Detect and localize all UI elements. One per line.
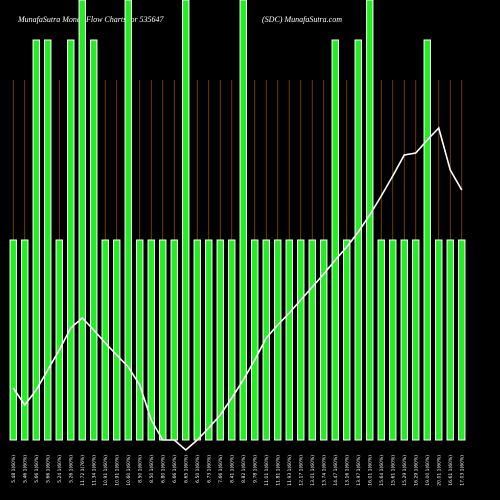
x-tick-label: 11.01 1(60%) xyxy=(264,455,270,486)
x-tick-label: 6.50 1(60%) xyxy=(195,455,201,483)
bar xyxy=(21,239,29,441)
bar xyxy=(216,239,224,441)
bar xyxy=(366,0,374,441)
x-tick-label: 6.73 1(60%) xyxy=(206,455,212,483)
x-tick-label: 6.66 1(60%) xyxy=(172,455,178,483)
bar xyxy=(90,39,98,441)
x-tick-label: 15.29 1(60%) xyxy=(402,455,408,486)
bar xyxy=(285,239,293,441)
bar xyxy=(446,239,454,441)
bar xyxy=(320,239,328,441)
bar xyxy=(297,239,305,441)
x-tick-label: 14.47 1(60%) xyxy=(333,455,339,486)
x-tick-label: 16.29 1(60%) xyxy=(413,455,419,486)
x-tick-label: 13.97 1(60%) xyxy=(356,455,362,486)
bar xyxy=(228,239,236,441)
x-tick-label: 13.01 1(60%) xyxy=(310,455,316,486)
x-tick-label: 5.66 1(60%) xyxy=(45,455,51,483)
x-tick-label: 10.60 1(60%) xyxy=(126,455,132,486)
bar xyxy=(67,39,75,441)
x-tick-label: 12.17 1(60%) xyxy=(298,455,304,486)
bar xyxy=(389,239,397,441)
x-tick-label: 17.03 1(60%) xyxy=(459,455,465,486)
bar xyxy=(113,239,121,441)
x-tick-label: 6.65 1(60%) xyxy=(183,455,189,483)
x-tick-label: 9.78 1(60%) xyxy=(252,455,258,483)
x-tick-label: 11.72 1(76%) xyxy=(80,455,86,486)
bar xyxy=(458,239,466,441)
x-tick-label: 13.16 1(60%) xyxy=(344,455,350,486)
bar xyxy=(147,239,155,441)
bar xyxy=(205,239,213,441)
price-line xyxy=(12,126,463,452)
bar xyxy=(55,239,63,441)
bar xyxy=(44,39,52,441)
x-tick-label: 8.82 1(60%) xyxy=(241,455,247,483)
bar xyxy=(412,239,420,441)
x-tick-label: 8.50 1(60%) xyxy=(149,455,155,483)
x-tick-label: 11.34 1(60%) xyxy=(91,455,97,486)
bar xyxy=(262,239,270,441)
x-tick-label: 6.80 1(60%) xyxy=(160,455,166,483)
x-tick-label: 11.81 1(60%) xyxy=(275,455,281,486)
x-tick-label: 10.91 1(60%) xyxy=(103,455,109,486)
bar xyxy=(136,239,144,441)
bar xyxy=(124,0,132,441)
chart-title: MunafaSutra Money Flow Charts for 535647 xyxy=(17,15,165,24)
x-tick-label: 10.91 1(60%) xyxy=(114,455,120,486)
x-tick-label: 13.74 1(60%) xyxy=(321,455,327,486)
bar xyxy=(159,239,167,441)
bar xyxy=(193,239,201,441)
x-tick-label: 19.00 1(60%) xyxy=(425,455,431,486)
x-tick-label: 5.24 1(60%) xyxy=(57,455,63,483)
x-tick-label: 11.93 1(60%) xyxy=(287,455,293,486)
x-tick-label: 5.48 1(60%) xyxy=(11,455,17,483)
bar xyxy=(182,0,190,441)
bar xyxy=(32,39,40,441)
x-tick-label: 16.61 1(60%) xyxy=(448,455,454,486)
x-tick-label: 5.46 1(60%) xyxy=(22,455,28,483)
bar xyxy=(274,239,282,441)
bar xyxy=(354,39,362,441)
x-tick-label: 8.50 1(60%) xyxy=(137,455,143,483)
x-tick-label: 15.64 1(60%) xyxy=(379,455,385,486)
x-tick-label: 5.26 1(60%) xyxy=(68,455,74,483)
bar xyxy=(170,239,178,441)
chart-subtitle: (SDC) MunafaSutra.com xyxy=(262,15,342,24)
bar xyxy=(435,239,443,441)
x-tick-label: 5.66 1(60%) xyxy=(34,455,40,483)
bar xyxy=(343,239,351,441)
x-tick-label: 15.61 1(60%) xyxy=(390,455,396,486)
bar xyxy=(78,0,86,441)
x-tick-label: 7.66 1(60%) xyxy=(218,455,224,483)
bar xyxy=(377,239,385,441)
bar xyxy=(239,0,247,441)
bar xyxy=(9,239,17,441)
bar xyxy=(331,39,339,441)
bar xyxy=(400,239,408,441)
x-tick-label: 8.41 1(60%) xyxy=(229,455,235,483)
bar xyxy=(251,239,259,441)
x-tick-label: 16.01 1(60%) xyxy=(367,455,373,486)
bar xyxy=(423,39,431,441)
bar xyxy=(308,239,316,441)
x-tick-label: 20.01 1(60%) xyxy=(436,455,442,486)
